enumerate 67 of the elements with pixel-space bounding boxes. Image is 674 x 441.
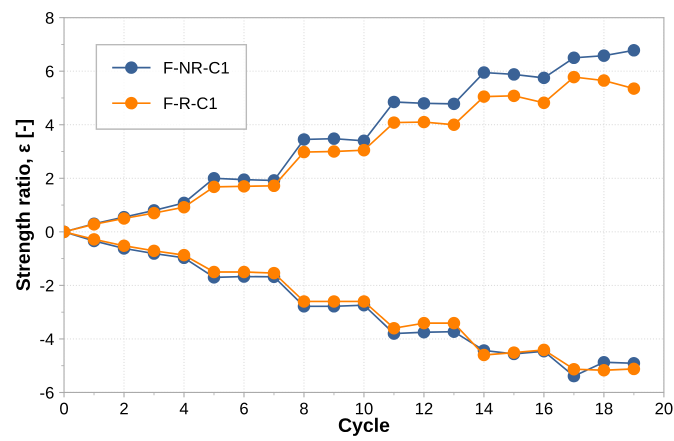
- point: [478, 66, 490, 79]
- point: [628, 82, 640, 95]
- point: [628, 362, 640, 376]
- point: [388, 96, 400, 108]
- point: [598, 49, 610, 62]
- point: [328, 145, 340, 158]
- point: [418, 316, 430, 330]
- point: [388, 116, 400, 129]
- point: [328, 295, 340, 308]
- point: [508, 90, 520, 102]
- point: [538, 96, 550, 110]
- x-tick-label: 18: [596, 402, 612, 414]
- x-tick-label: 16: [536, 402, 552, 414]
- point: [418, 116, 430, 128]
- point: [298, 146, 310, 158]
- point: [478, 348, 490, 362]
- point: [238, 180, 250, 193]
- point: [478, 90, 490, 103]
- point: [448, 118, 460, 131]
- point: [148, 206, 160, 220]
- point: [268, 266, 280, 280]
- y-tick-label: 8: [46, 12, 54, 24]
- legend-label: F-NR-C1: [164, 62, 229, 74]
- x-tick-label: 20: [655, 402, 673, 414]
- y-tick-label: -2: [40, 280, 54, 292]
- point: [568, 52, 580, 64]
- point: [238, 266, 250, 278]
- point: [538, 72, 550, 84]
- point: [358, 295, 370, 308]
- point: [598, 74, 610, 87]
- x-axis-title: Cycle: [338, 418, 390, 436]
- point: [508, 68, 520, 81]
- point: [448, 98, 460, 110]
- y-tick-label: 0: [46, 226, 54, 238]
- point: [148, 244, 160, 258]
- point: [568, 70, 580, 84]
- point: [568, 362, 580, 376]
- x-tick-label: 2: [120, 402, 128, 414]
- x-tick-label: 0: [60, 402, 68, 414]
- point: [448, 316, 460, 330]
- x-tick-label: 4: [180, 402, 188, 414]
- point: [208, 266, 220, 278]
- legend-label: F-R-C1: [164, 97, 217, 110]
- x-tick-label: 8: [300, 402, 308, 414]
- point: [628, 44, 640, 57]
- x-tick-label: 12: [416, 402, 432, 414]
- point: [208, 180, 220, 194]
- y-tick-label: 4: [45, 119, 54, 131]
- point: [388, 322, 400, 334]
- point: [178, 248, 190, 262]
- y-tick-label: -4: [40, 334, 54, 345]
- point: [358, 144, 370, 156]
- x-tick-label: 10: [356, 402, 373, 414]
- point: [598, 364, 610, 377]
- point: [298, 295, 310, 308]
- x-tick-label: 14: [476, 402, 493, 414]
- x-tick-label: 6: [240, 402, 248, 414]
- point: [268, 180, 280, 192]
- point: [178, 200, 190, 214]
- point: [118, 240, 130, 252]
- point: [418, 97, 430, 110]
- y-tick-label: 6: [46, 66, 54, 78]
- y-axis-title: Strength ratio, ε [-]: [16, 120, 34, 291]
- point: [298, 133, 310, 146]
- y-tick-label: -6: [40, 386, 54, 399]
- y-tick-label: 2: [46, 172, 54, 184]
- point: [328, 132, 340, 145]
